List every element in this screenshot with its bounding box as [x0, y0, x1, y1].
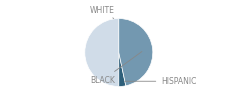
Wedge shape [119, 18, 153, 86]
Text: WHITE: WHITE [90, 6, 115, 18]
Wedge shape [119, 52, 126, 86]
Wedge shape [85, 18, 119, 86]
Text: HISPANIC: HISPANIC [125, 77, 197, 86]
Text: BLACK: BLACK [90, 52, 142, 85]
